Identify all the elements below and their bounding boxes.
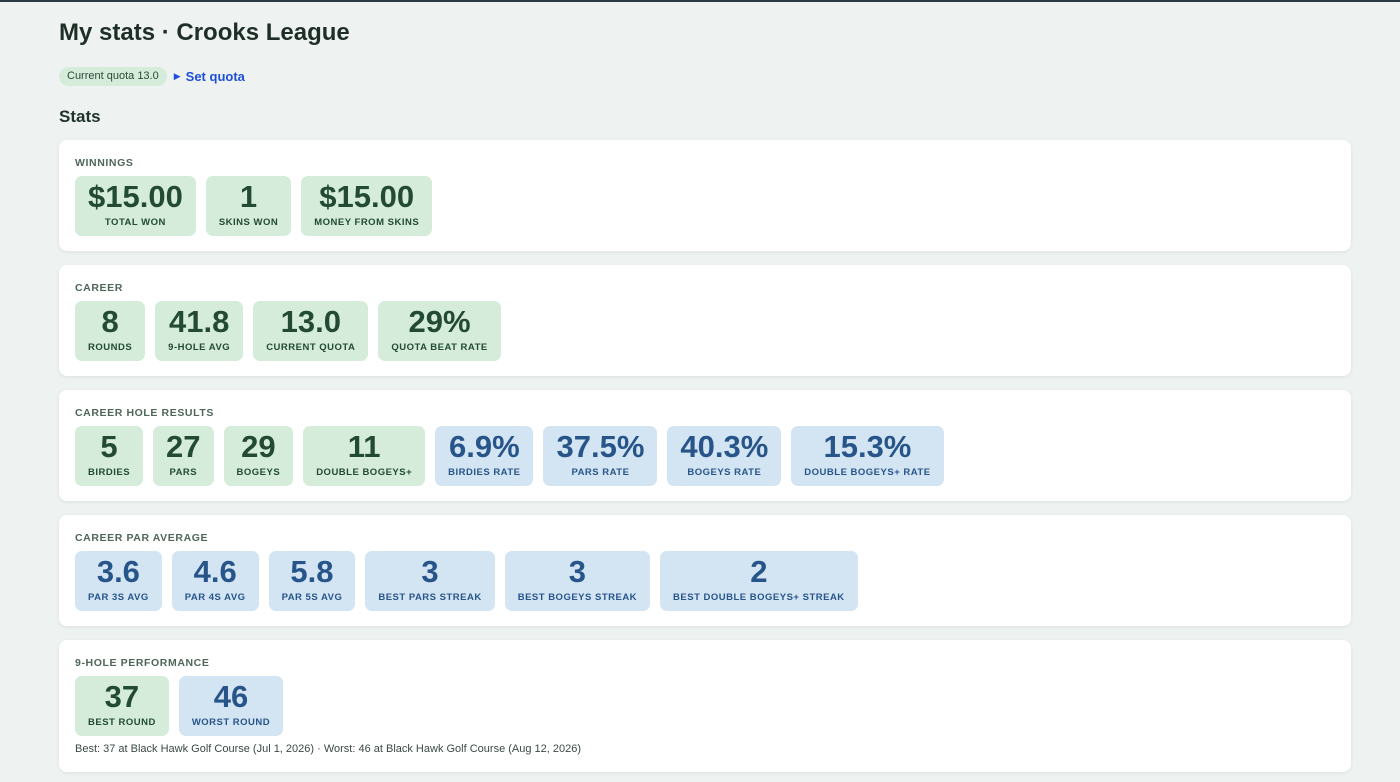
stat-label: Double bogeys+	[316, 467, 413, 478]
stat-value: 11	[347, 429, 381, 464]
stat-value: 15.3%	[823, 429, 912, 464]
tiles: 5 Birdies 27 Pars 29 Bogeys 11 Double bo…	[75, 426, 1335, 486]
stat-value: 37.5%	[556, 429, 645, 464]
stat-tile: $15.00 Total won	[75, 176, 196, 236]
par-average-card: Career par average 3.6 Par 3s avg 4.6 Pa…	[59, 515, 1351, 626]
disclosure-triangle-icon: ▶	[173, 71, 181, 81]
stat-label: Worst round	[191, 717, 271, 728]
stat-label: Par 3s avg	[88, 592, 149, 603]
quota-row: Current quota 13.0 ▶ Set quota	[59, 67, 245, 86]
stat-label: Total won	[104, 217, 166, 228]
stat-value: 27	[166, 429, 201, 464]
card-label: Career hole results	[75, 407, 214, 419]
stat-tile: 37 Best round	[75, 676, 169, 736]
stat-value: 4.6	[193, 554, 237, 589]
stat-tile: 5 Birdies	[75, 426, 144, 486]
stat-tile: 6.9% Birdies rate	[435, 426, 534, 486]
stat-tile: 8 Rounds	[75, 301, 146, 361]
stat-tile: 3 Best pars streak	[365, 551, 495, 611]
round-note: Best: 37 at Black Hawk Golf Course (Jul …	[75, 743, 582, 755]
stat-value: 13.0	[280, 304, 341, 339]
stat-value: 2	[750, 554, 768, 589]
card-label: Career par average	[75, 532, 209, 544]
stat-label: Quota beat rate	[391, 342, 488, 353]
tiles: 37 Best round 46 Worst round	[75, 676, 1335, 736]
stat-label: Current quota	[266, 342, 356, 353]
stat-label: Bogeys	[236, 467, 281, 478]
card-label: Winnings	[75, 157, 134, 169]
stat-label: Best double bogeys+ streak	[673, 592, 845, 603]
stat-value: $15.00	[319, 179, 415, 214]
nine-hole-card: 9-hole performance 37 Best round 46 Wors…	[59, 640, 1351, 772]
stat-label: Pars rate	[571, 467, 630, 478]
stat-tile: 4.6 Par 4s avg	[171, 551, 259, 611]
stat-tile: 5.8 Par 5s avg	[268, 551, 356, 611]
stat-tile: 11 Double bogeys+	[303, 426, 426, 486]
stat-value: 46	[213, 679, 249, 714]
stat-label: Double bogeys+ rate	[804, 467, 931, 478]
stat-label: Best round	[88, 717, 156, 728]
stat-label: 9-hole avg	[168, 342, 231, 353]
card-label: Career	[75, 282, 123, 294]
stat-tile: 13.0 Current quota	[253, 301, 369, 361]
stat-value: 3.6	[96, 554, 140, 589]
stat-value: 37	[104, 679, 140, 714]
stat-label: Par 5s avg	[281, 592, 343, 603]
stat-tile: 27 Pars	[153, 426, 214, 486]
tiles: 8 Rounds 41.8 9-hole avg 13.0 Current qu…	[75, 301, 1335, 361]
stat-value: $15.00	[88, 179, 183, 214]
stat-tile: 1 Skins won	[205, 176, 292, 236]
stat-tile: $15.00 Money from skins	[301, 176, 433, 236]
stat-value: 5.8	[290, 554, 334, 589]
stat-label: Best bogeys streak	[517, 592, 638, 603]
stat-label: Money from skins	[314, 217, 420, 228]
winnings-card: Winnings $15.00 Total won 1 Skins won $1…	[59, 140, 1351, 251]
stat-tile: 37.5% Pars rate	[543, 426, 658, 486]
stat-value: 3	[421, 554, 439, 589]
stat-tile: 29% Quota beat rate	[378, 301, 501, 361]
stat-tile: 46 Worst round	[178, 676, 284, 736]
career-card: Career 8 Rounds 41.8 9-hole avg 13.0 Cur…	[59, 265, 1351, 376]
page-title: My stats · Crooks League	[59, 19, 350, 46]
stat-label: Par 4s avg	[184, 592, 246, 603]
stat-value: 41.8	[169, 304, 230, 339]
stat-tile: 40.3% Bogeys rate	[667, 426, 782, 486]
stat-label: Bogeys rate	[687, 467, 762, 478]
stat-value: 40.3%	[680, 429, 769, 464]
stat-tile: 2 Best double bogeys+ streak	[660, 551, 858, 611]
stat-label: Pars	[169, 467, 198, 478]
stat-value: 29%	[408, 304, 471, 339]
hole-results-card: Career hole results 5 Birdies 27 Pars 29…	[59, 390, 1351, 501]
tiles: 3.6 Par 3s avg 4.6 Par 4s avg 5.8 Par 5s…	[75, 551, 1335, 611]
tiles: $15.00 Total won 1 Skins won $15.00 Mone…	[75, 176, 1335, 236]
stat-tile: 41.8 9-hole avg	[155, 301, 244, 361]
stat-label: Rounds	[88, 342, 133, 353]
current-quota-badge: Current quota 13.0	[59, 67, 167, 86]
stat-value: 5	[100, 429, 118, 464]
stat-tile: 3 Best bogeys streak	[504, 551, 651, 611]
stat-value: 29	[241, 429, 276, 464]
stat-tile: 29 Bogeys	[223, 426, 294, 486]
stat-value: 6.9%	[448, 429, 520, 464]
stat-value: 8	[101, 304, 119, 339]
stat-value: 3	[568, 554, 586, 589]
set-quota-toggle[interactable]: ▶ Set quota	[174, 69, 245, 84]
stat-tile: 15.3% Double bogeys+ rate	[791, 426, 944, 486]
set-quota-label: Set quota	[185, 69, 245, 84]
card-label: 9-hole performance	[75, 657, 210, 669]
stat-value: 1	[239, 179, 258, 214]
stat-label: Birdies rate	[448, 467, 521, 478]
stat-label: Skins won	[218, 217, 279, 228]
stats-heading: Stats	[59, 107, 101, 126]
stat-label: Best pars streak	[378, 592, 482, 603]
stat-label: Birdies	[88, 467, 131, 478]
stat-tile: 3.6 Par 3s avg	[75, 551, 162, 611]
